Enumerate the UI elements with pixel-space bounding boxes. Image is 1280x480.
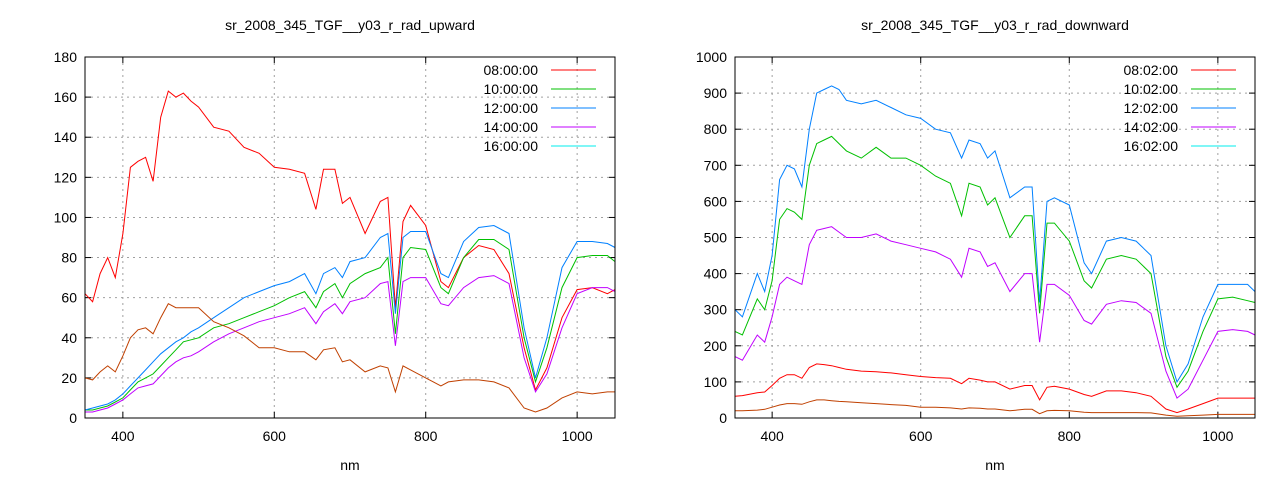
- series-line-14-00-00: [85, 275, 616, 413]
- legend-label: 12:00:00: [484, 100, 539, 116]
- series-line-14-02-00: [734, 226, 1256, 399]
- y-tick-label: 40: [61, 330, 77, 346]
- series-line-unlabeled: [84, 303, 615, 413]
- y-tick-label: 500: [704, 230, 728, 246]
- x-tick-label: 800: [1058, 428, 1082, 444]
- series-line-08-00-00: [84, 90, 616, 392]
- legend-label: 08:00:00: [484, 62, 539, 78]
- upward-chart: 0 20 40 60 80 100 120 140 160 180 400 600 800 1000 sr_…: [54, 17, 616, 473]
- series-line-12-00-00: [84, 224, 616, 411]
- legend-label: 16:02:00: [1124, 138, 1179, 154]
- x-tick-label: 800: [414, 428, 438, 444]
- downward-chart: 0 100 200 300 400 500 600 700 800 900 1000 400 600 80…: [696, 17, 1256, 473]
- x-tick-label: 1000: [1202, 428, 1233, 444]
- series-line-08-02-00: [734, 363, 1255, 414]
- series-line-unlabeled: [735, 399, 1255, 417]
- legend-label: 08:02:00: [1124, 62, 1179, 78]
- y-tick-label: 1000: [696, 49, 727, 65]
- x-axis-label: nm: [985, 457, 1004, 473]
- series-line-10-02-00: [734, 135, 1256, 389]
- y-tick-label: 700: [704, 157, 728, 173]
- y-tick-label: 800: [704, 121, 728, 137]
- x-tick-label: 600: [263, 428, 287, 444]
- x-tick-label: 400: [111, 428, 135, 444]
- series-line-12-02-00: [734, 85, 1256, 384]
- y-tick-label: 0: [719, 410, 727, 426]
- legend-label: 10:02:00: [1124, 81, 1179, 97]
- legend-label: 12:02:00: [1124, 100, 1179, 116]
- plot-border: [734, 56, 1256, 419]
- y-tick-label: 900: [704, 85, 728, 101]
- x-tick-label: 600: [909, 428, 933, 444]
- y-tick-label: 20: [61, 370, 77, 386]
- legend-label: 14:02:00: [1124, 119, 1179, 135]
- chart-title: sr_2008_345_TGF__y03_r_rad_upward: [225, 17, 475, 33]
- y-tick-label: 60: [61, 290, 77, 306]
- y-tick-label: 120: [54, 169, 78, 185]
- x-tick-label: 400: [760, 428, 784, 444]
- y-tick-label: 300: [704, 302, 728, 318]
- y-tick-label: 0: [69, 410, 77, 426]
- y-tick-label: 80: [61, 250, 77, 266]
- y-tick-label: 180: [54, 49, 78, 65]
- legend-label: 14:00:00: [484, 119, 539, 135]
- x-axis-label: nm: [340, 457, 359, 473]
- legend-label: 16:00:00: [484, 138, 539, 154]
- plot-border: [84, 56, 616, 419]
- y-tick-label: 100: [704, 374, 728, 390]
- chart-title: sr_2008_345_TGF__y03_r_rad_downward: [861, 17, 1129, 33]
- y-tick-label: 160: [54, 89, 78, 105]
- x-tick-label: 1000: [562, 428, 593, 444]
- y-tick-label: 100: [54, 209, 78, 225]
- legend-label: 10:00:00: [484, 81, 539, 97]
- y-tick-label: 140: [54, 129, 78, 145]
- series-line-10-00-00: [85, 239, 616, 411]
- y-tick-label: 200: [704, 338, 728, 354]
- y-tick-label: 600: [704, 193, 728, 209]
- y-tick-label: 400: [704, 266, 728, 282]
